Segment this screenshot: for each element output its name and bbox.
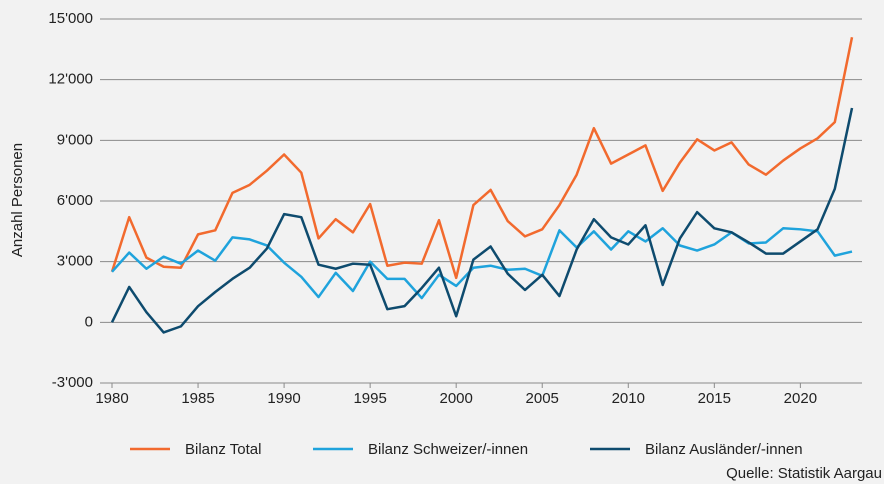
x-tick-label: 2005: [526, 390, 559, 407]
y-tick-label: -3'000: [52, 374, 93, 391]
series-line: [111, 227, 853, 300]
x-tick-label: 2000: [439, 390, 472, 407]
series-line: [110, 107, 854, 334]
source: Quelle: Statistik Aargau: [726, 465, 882, 482]
x-tick-label: 1990: [267, 390, 300, 407]
x-tick-label: 2010: [612, 390, 645, 407]
y-tick-label: 6'000: [57, 192, 93, 209]
y-tick-label: 12'000: [48, 71, 93, 88]
series-line: [110, 36, 854, 280]
y-tick-label: 3'000: [57, 253, 93, 270]
y-tick-label: 9'000: [57, 131, 93, 148]
x-tick-label: 1995: [353, 390, 386, 407]
y-tick-label: 15'000: [48, 10, 93, 27]
x-tick-label: 1980: [95, 390, 128, 407]
legend-label: Bilanz Ausländer/-innen: [645, 441, 803, 458]
y-tick-label: 0: [85, 313, 93, 330]
x-tick-label: 1985: [181, 390, 214, 407]
legend-label: Bilanz Total: [185, 441, 261, 458]
x-tick-label: 2015: [698, 390, 731, 407]
x-tick-label: 2020: [784, 390, 817, 407]
y-axis-label: Anzahl Personen: [9, 143, 26, 257]
legend-label: Bilanz Schweizer/-innen: [368, 441, 528, 458]
